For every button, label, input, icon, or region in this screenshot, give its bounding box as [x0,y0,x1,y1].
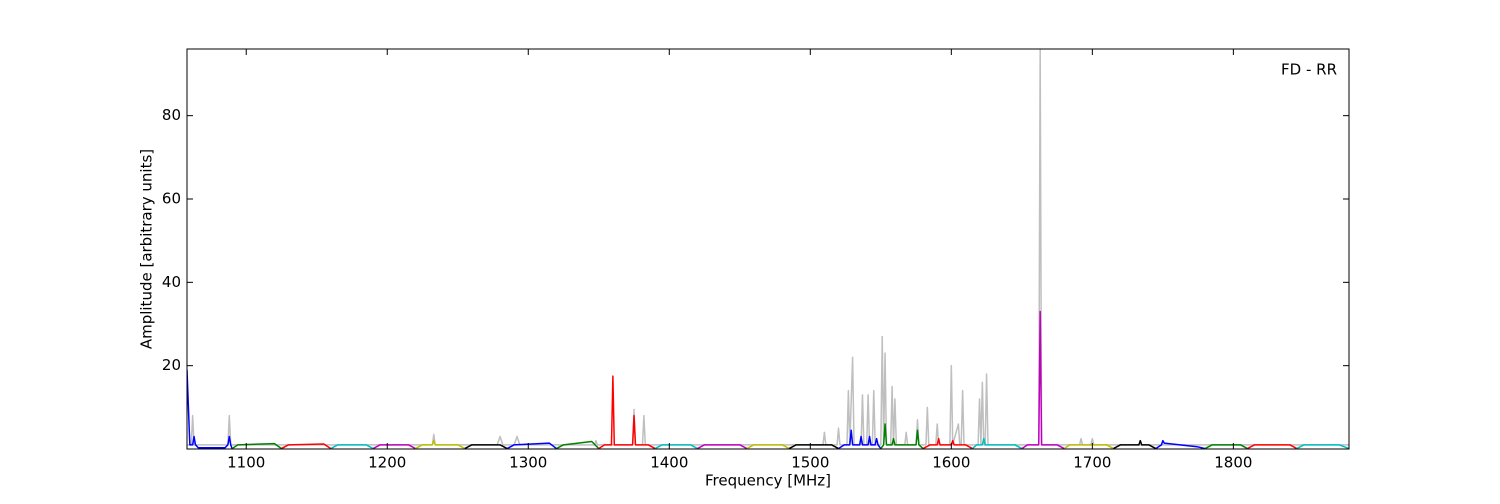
series-line [187,369,233,449]
series-line [1063,444,1114,449]
series-line [697,444,748,449]
series-line [598,375,656,449]
series-line [1021,310,1065,449]
series-line [330,444,374,449]
series-line [746,444,790,449]
axes-frame [186,48,1350,450]
series-line [1113,439,1157,449]
series-line [1296,444,1349,449]
series-line [880,423,924,449]
x-tick-label: 1100 [227,454,265,472]
series-line [971,437,1023,449]
x-axis-label: Frequency [MHz] [705,472,831,490]
x-tick-label: 1300 [509,454,547,472]
series-line [838,429,882,449]
x-tick-label: 1700 [1073,454,1111,472]
y-tick-label: 60 [162,190,181,208]
series-line [464,444,508,449]
series-line [788,444,839,449]
x-tick-label: 1600 [932,454,970,472]
series-line [231,442,282,449]
x-tick-label: 1400 [650,454,688,472]
series-line [187,49,1349,446]
annotation: FD - RR [1281,61,1337,79]
series-line [281,443,332,449]
series-line [415,439,466,449]
y-tick-label: 80 [162,106,181,124]
y-tick-label: 40 [162,273,181,291]
y-tick-label: 20 [162,356,181,374]
series-line [372,444,416,449]
series-line [1155,439,1206,449]
series-line [506,442,557,449]
x-tick-label: 1500 [791,454,829,472]
x-tick-label: 1200 [368,454,406,472]
series-line [1247,444,1298,449]
x-tick-label: 1800 [1214,454,1252,472]
y-axis-label: Amplitude [arbitrary units] [138,149,156,349]
series-line [654,444,698,449]
series-line [556,440,600,449]
series-line [922,437,973,449]
plot-area [187,49,1349,449]
series-line [1204,444,1248,449]
